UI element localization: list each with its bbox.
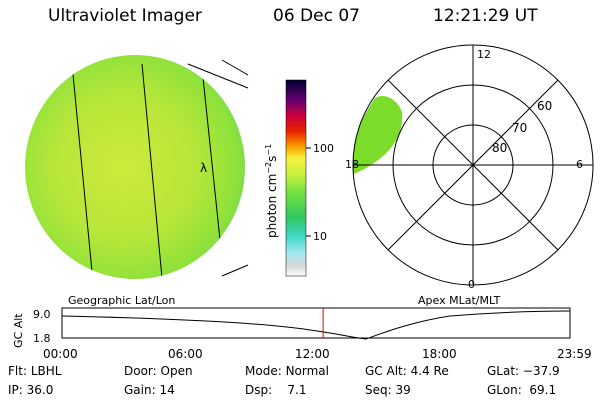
colorbar-tick-100: 100 — [313, 142, 334, 155]
timeline-tick-1: 06:00 — [168, 347, 203, 361]
altitude-curve — [61, 310, 571, 340]
polar-plot: 12 18 6 0 60 70 80 — [345, 44, 594, 291]
mlt-0-label: 0 — [468, 278, 475, 291]
apex-label: Apex MLat/MLT — [418, 294, 501, 307]
gain-info: Gain: 14 — [124, 383, 175, 397]
gc-alt-info: GC Alt: 4.4 Re — [365, 364, 449, 378]
mlt-18-label: 18 — [345, 158, 359, 171]
timeline-tick-0: 00:00 — [43, 347, 78, 361]
timeline-tick-2: 12:00 — [295, 347, 330, 361]
longitude-line — [141, 63, 163, 279]
subsolar-marker: λ — [200, 161, 207, 175]
geographic-label: Geographic Lat/Lon — [68, 294, 175, 307]
auroral-oval — [353, 95, 403, 176]
date-label: 06 Dec 07 — [273, 6, 360, 26]
lat-70-label: 70 — [512, 121, 527, 135]
seq-info: Seq: 39 — [365, 383, 411, 397]
projection-line — [221, 59, 249, 76]
glat-info: GLat: −37.9 — [487, 364, 560, 378]
colorbar-unit-label: photon cm−2s−1 — [264, 144, 279, 238]
projection-line — [221, 264, 249, 277]
ip-info: IP: 36.0 — [8, 383, 54, 397]
lat-80-label: 80 — [492, 141, 507, 155]
colorbar: 100 10 photon cm−2s−1 — [264, 79, 334, 277]
timeline-ymax: 9.0 — [33, 308, 51, 321]
timeline-tick-3: 18:00 — [422, 347, 457, 361]
uv-disk-image: λ — [25, 55, 249, 279]
colorbar-tick-10: 10 — [313, 230, 327, 243]
longitude-line — [71, 63, 94, 279]
instrument-title: Ultraviolet Imager — [48, 6, 202, 26]
timeline-ymin: 1.8 — [33, 332, 51, 345]
time-label: 12:21:29 UT — [433, 6, 538, 26]
mlt-6-label: 6 — [576, 158, 583, 171]
timeline-ylabel: GC Alt — [12, 313, 25, 348]
timeline-tick-4: 23:59 — [557, 347, 592, 361]
mlt-12-label: 12 — [477, 48, 491, 61]
altitude-timeline: GC Alt 9.0 1.8 00:00 06:00 12:00 18:00 2… — [12, 307, 592, 361]
mode-info: Mode: Normal — [245, 364, 329, 378]
filter-info: Flt: LBHL — [8, 364, 62, 378]
lat-60-label: 60 — [537, 99, 552, 113]
glon-info: GLon: 69.1 — [487, 383, 557, 397]
projection-line — [187, 63, 249, 89]
dsp-info: Dsp: 7.1 — [245, 383, 307, 397]
door-info: Door: Open — [124, 364, 193, 378]
